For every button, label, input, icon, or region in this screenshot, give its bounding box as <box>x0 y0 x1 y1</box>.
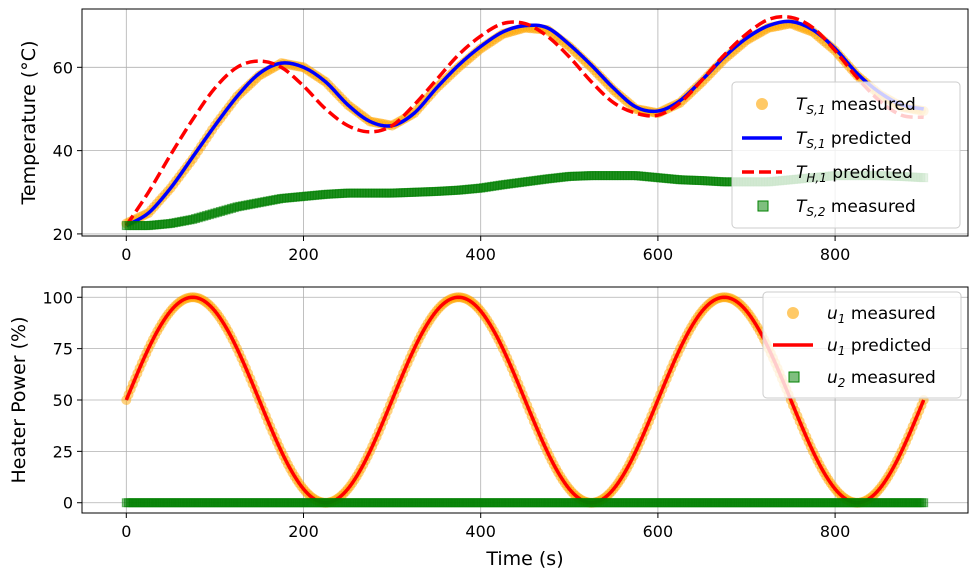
legend-entry: TS,1 predicted <box>742 129 912 151</box>
panel-0: 0 200 400 600 800 20 40 60 TS,1 measured TS,1 pre… <box>53 8 969 264</box>
x-tick-label: 200 <box>288 522 319 541</box>
legend-label: TS,1 measured <box>796 95 916 117</box>
legend-label: TS,1 predicted <box>796 129 912 151</box>
legend-box <box>731 81 961 229</box>
x-tick-label: 800 <box>820 245 851 264</box>
legend-entry: TS,2 measured <box>757 197 916 219</box>
x-tick-label: 400 <box>465 522 496 541</box>
plot-area-1 <box>121 292 929 508</box>
y-axis-label-temperature: Temperature (°C) <box>18 41 40 206</box>
y-tick-label: 100 <box>42 288 73 307</box>
legend-label: u1 measured <box>827 304 936 326</box>
legend-entry: u1 predicted <box>773 336 931 358</box>
x-tick-label: 0 <box>121 522 131 541</box>
series-t-h-1-predicted <box>124 14 924 227</box>
panel-1: 0 200 400 600 800 0 25 50 75 100 u1 measured u1 pre… <box>42 286 969 541</box>
legend-entry: TH,1 predicted <box>742 163 913 185</box>
x-tick-label: 600 <box>643 522 674 541</box>
y-tick-label: 0 <box>63 494 73 513</box>
series-line-u-1-predicted <box>124 295 926 505</box>
axes-frame-0 <box>81 8 969 237</box>
y-tick-label: 20 <box>53 225 73 244</box>
legend-marker <box>788 371 800 383</box>
legend-label: TS,2 measured <box>796 197 916 219</box>
y-tick-label: 50 <box>53 391 73 410</box>
data-point <box>919 498 929 508</box>
legend-marker <box>757 200 769 212</box>
y-tick-label: 75 <box>53 340 73 359</box>
plot-area-0 <box>121 14 929 231</box>
x-tick-label: 400 <box>465 245 496 264</box>
legend-label: u2 measured <box>827 368 936 390</box>
legend-marker <box>787 307 799 319</box>
legend-label: TH,1 predicted <box>796 163 913 185</box>
series-line-t-h-1-predicted <box>124 14 924 227</box>
x-tick-label: 600 <box>643 245 674 264</box>
x-tick-label: 800 <box>820 522 851 541</box>
series-t-s-1-predicted <box>125 19 925 228</box>
series-u-2-measured <box>121 498 929 508</box>
legend-entry: TS,1 measured <box>756 95 916 117</box>
x-axis-label-time: Time (s) <box>485 548 563 570</box>
legend-1: u1 measured u1 predicted u2 measured <box>762 291 962 399</box>
legend-entry: u2 measured <box>788 368 936 390</box>
legend-marker <box>756 98 768 110</box>
y-tick-label: 60 <box>53 58 73 77</box>
x-tick-label: 200 <box>288 245 319 264</box>
y-tick-label: 40 <box>53 142 73 161</box>
legend-entry: u1 measured <box>787 304 936 326</box>
legend-0: TS,1 measured TS,1 predicted TH,1 predicte… <box>731 81 961 229</box>
x-tick-label: 0 <box>121 245 131 264</box>
y-tick-label: 25 <box>53 442 73 461</box>
legend-box <box>762 291 962 399</box>
legend-label: u1 predicted <box>827 336 931 358</box>
y-axis-label-heater-power: Heater Power (%) <box>8 317 30 484</box>
series-u-1-predicted <box>124 295 926 505</box>
series-line-t-s-1-predicted <box>125 19 925 228</box>
